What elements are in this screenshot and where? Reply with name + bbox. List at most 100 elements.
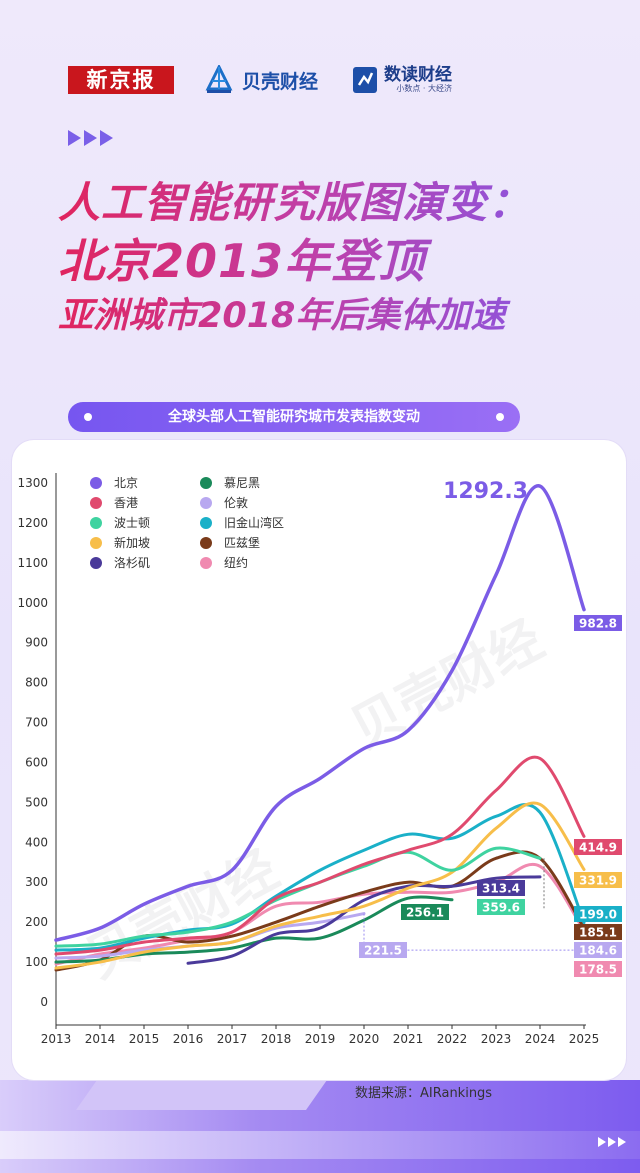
legend-dot-icon xyxy=(200,537,212,549)
legend-dot-icon xyxy=(90,557,102,569)
shudu-logo-icon xyxy=(353,67,377,93)
data-label-box xyxy=(401,904,449,920)
x-tick-label: 2025 xyxy=(569,1032,600,1046)
watermark-text: 贝壳财经 xyxy=(341,610,553,761)
data-label: 982.8 xyxy=(579,617,617,631)
legend-dot-icon xyxy=(200,477,212,489)
x-tick-label: 2013 xyxy=(41,1032,72,1046)
series-line-2 xyxy=(54,846,542,948)
beike-logo: 贝壳财经 xyxy=(202,62,318,98)
legend-dot-icon xyxy=(200,557,212,569)
legend-label: 北京 xyxy=(114,476,138,490)
x-tick-label: 2017 xyxy=(217,1032,248,1046)
data-label-box xyxy=(477,880,525,896)
x-tick-label: 2016 xyxy=(173,1032,204,1046)
footer-arrows xyxy=(598,1137,626,1147)
legend-dot-icon xyxy=(90,537,102,549)
data-label: 221.5 xyxy=(364,944,402,958)
data-label-box xyxy=(574,839,622,855)
data-label-box xyxy=(359,942,407,958)
y-tick-label: 100 xyxy=(25,955,48,969)
y-tick-label: 0 xyxy=(40,995,48,1009)
x-tick-label: 2023 xyxy=(481,1032,512,1046)
data-label-box xyxy=(574,906,622,922)
y-tick-label: 400 xyxy=(25,835,48,849)
legend-label: 慕尼黑 xyxy=(224,476,260,490)
banner-dot-icon xyxy=(496,413,504,421)
x-tick-label: 2020 xyxy=(349,1032,380,1046)
triangle-icon xyxy=(84,130,97,146)
legend-label: 旧金山湾区 xyxy=(224,515,284,530)
data-label-box xyxy=(574,924,622,940)
decor-arrows xyxy=(68,130,113,146)
y-tick-label: 1200 xyxy=(17,516,48,530)
data-label: 178.5 xyxy=(579,963,617,977)
data-source: 数据来源：AIRankings xyxy=(355,1086,493,1101)
beike-logo-icon xyxy=(205,65,233,93)
triangle-icon xyxy=(608,1137,616,1147)
chart-title: 全球头部人工智能研究城市发表指数变动 xyxy=(168,409,420,425)
legend-label: 匹兹堡 xyxy=(224,535,260,550)
data-label: 359.6 xyxy=(482,901,520,915)
triangle-icon xyxy=(68,130,81,146)
legend-label: 伦敦 xyxy=(224,495,248,510)
y-tick-label: 500 xyxy=(25,795,48,809)
series-line-7 xyxy=(54,803,586,952)
y-tick-label: 700 xyxy=(25,716,48,730)
x-tick-label: 2018 xyxy=(261,1032,292,1046)
y-tick-label: 200 xyxy=(25,915,48,929)
series-line-1 xyxy=(54,755,586,956)
y-tick-label: 600 xyxy=(25,755,48,769)
logo-bar: 新京报 贝壳财经 数读财经 小数点 · 大经济 xyxy=(0,62,640,98)
shudu-logo: 数读财经 小数点 · 大经济 xyxy=(352,62,452,98)
y-tick-label: 1100 xyxy=(17,556,48,570)
series-line-3 xyxy=(54,801,586,970)
x-tick-label: 2019 xyxy=(305,1032,336,1046)
legend-dot-icon xyxy=(90,517,102,529)
chart-labels: 1292.3 982.8 414.9 331.9 199.0 185.1 184.6 178.… xyxy=(359,479,622,977)
triangle-icon xyxy=(598,1137,606,1147)
shudu-logo-subtitle: 小数点 · 大经济 xyxy=(396,84,452,93)
legend-label: 新加坡 xyxy=(114,535,150,550)
x-tick-label: 2014 xyxy=(85,1032,116,1046)
y-tick-label: 900 xyxy=(25,636,48,650)
data-label: 414.9 xyxy=(579,841,617,855)
y-tick-label: 800 xyxy=(25,676,48,690)
series-line-0 xyxy=(54,484,586,942)
y-tick-label: 300 xyxy=(25,875,48,889)
data-label-box xyxy=(477,899,525,915)
x-tick-label: 2015 xyxy=(129,1032,160,1046)
data-label-box xyxy=(574,961,622,977)
data-label: 331.9 xyxy=(579,874,617,888)
chart-ticks: 0 100 200 300 400 500 600 700 800 900 1000 1100 1200… xyxy=(17,476,599,1046)
legend-label: 波士顿 xyxy=(114,516,150,530)
peak-data-label: 1292.3 xyxy=(443,479,528,504)
x-tick-label: 2021 xyxy=(393,1032,424,1046)
data-label: 256.1 xyxy=(406,906,444,920)
chart-series xyxy=(54,484,586,972)
x-tick-label: 2024 xyxy=(525,1032,556,1046)
footer-bar xyxy=(0,1131,640,1159)
data-label-box xyxy=(574,942,622,958)
data-label-box xyxy=(574,872,622,888)
data-label: 184.6 xyxy=(579,944,617,958)
data-label: 199.0 xyxy=(579,908,617,922)
legend-dot-icon xyxy=(90,477,102,489)
xinjingbao-logo: 新京报 xyxy=(68,66,174,94)
legend-dot-icon xyxy=(200,517,212,529)
legend-label: 洛杉矶 xyxy=(114,555,150,570)
data-label: 313.4 xyxy=(482,882,520,896)
triangle-icon xyxy=(618,1137,626,1147)
legend-dot-icon xyxy=(200,497,212,509)
banner-dot-icon xyxy=(84,413,92,421)
triangle-icon xyxy=(100,130,113,146)
legend-dot-icon xyxy=(90,497,102,509)
y-tick-label: 1000 xyxy=(17,596,48,610)
beike-logo-text: 贝壳财经 xyxy=(242,70,319,93)
y-tick-label: 1300 xyxy=(17,476,48,490)
data-label-box xyxy=(574,615,622,631)
legend-label: 香港 xyxy=(114,496,138,510)
